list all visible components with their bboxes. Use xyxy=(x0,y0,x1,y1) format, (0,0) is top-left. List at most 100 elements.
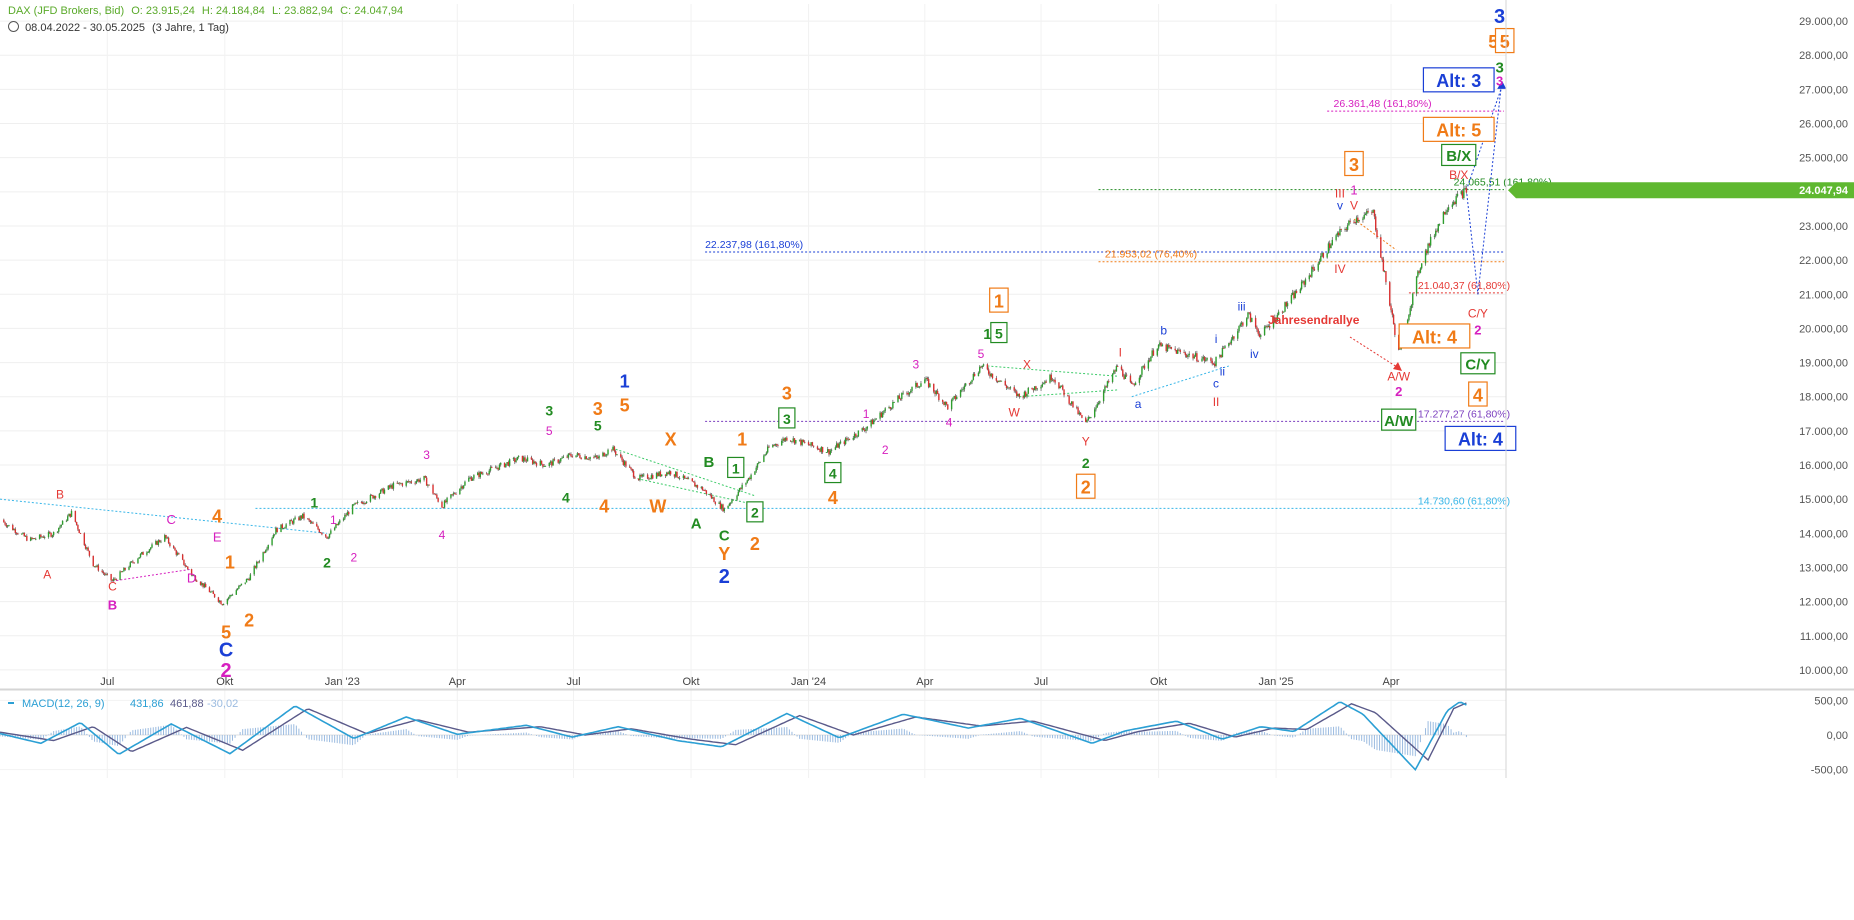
candle-body xyxy=(781,440,783,446)
candle-body xyxy=(795,440,797,444)
wave-label: 1 xyxy=(732,460,740,476)
candle-body xyxy=(566,456,568,458)
candle-body xyxy=(236,588,239,591)
wave-label: A xyxy=(43,568,51,582)
candle-body xyxy=(187,566,189,570)
candle-body xyxy=(133,562,135,564)
candle-body xyxy=(101,570,103,573)
wave-label: 2 xyxy=(221,660,232,682)
trend-line xyxy=(0,498,328,534)
candle-body xyxy=(830,449,833,451)
candle-body xyxy=(837,443,839,448)
candle-body xyxy=(4,522,6,525)
chart-range[interactable]: 08.04.2022 - 30.05.2025 (3 Jahre, 1 Tag) xyxy=(8,21,229,34)
candle-body xyxy=(754,471,756,475)
wave-label: iii xyxy=(1238,299,1246,313)
candle-body xyxy=(15,532,18,534)
candle-body xyxy=(1230,339,1233,344)
x-tick-label: Jul xyxy=(100,676,114,688)
candle-body xyxy=(321,532,323,535)
candle-body xyxy=(1275,319,1277,323)
candle-body xyxy=(1058,382,1060,389)
candle-body xyxy=(749,477,751,479)
candle-body xyxy=(166,537,169,539)
candle-body xyxy=(925,377,927,380)
candle-body xyxy=(58,527,60,532)
candle-body xyxy=(987,369,990,374)
candle-body xyxy=(185,566,188,567)
annotation-arrow xyxy=(1349,336,1398,368)
candle-body xyxy=(374,496,377,498)
candle-body xyxy=(364,502,367,504)
candle-body xyxy=(1085,417,1087,423)
macd-signal-line xyxy=(0,702,1467,762)
candle-body xyxy=(516,456,519,461)
wave-label-box xyxy=(1460,352,1496,375)
candle-body xyxy=(291,521,294,524)
candle-body xyxy=(416,479,419,482)
candle-body xyxy=(1355,217,1358,223)
candle-body xyxy=(1331,239,1333,246)
wave-label: 3 xyxy=(913,357,920,371)
wave-label: 2 xyxy=(719,566,730,588)
candle-body xyxy=(284,527,286,529)
wave-label-box xyxy=(1441,143,1477,167)
candle-body xyxy=(1300,281,1303,290)
wave-label: a xyxy=(1135,397,1142,411)
candle-body xyxy=(308,519,310,521)
wave-label: ii xyxy=(1220,364,1225,378)
candle-body xyxy=(614,451,617,455)
candle-body xyxy=(1049,374,1051,383)
candle-body xyxy=(276,527,278,533)
candle-body xyxy=(540,460,543,464)
candle-body xyxy=(756,463,759,468)
candle-body xyxy=(548,462,550,467)
candle-body xyxy=(1070,401,1073,405)
candle-body xyxy=(410,481,413,483)
candle-body xyxy=(70,510,73,517)
candle-body xyxy=(1337,232,1340,236)
candle-body xyxy=(1214,363,1216,366)
candle-body xyxy=(414,482,416,484)
candle-body xyxy=(616,454,618,456)
candle-body xyxy=(701,486,704,491)
candle-body xyxy=(1170,346,1173,349)
candle-body xyxy=(890,408,893,409)
candle-body xyxy=(124,567,126,570)
candle-body xyxy=(873,420,875,425)
candle-body xyxy=(360,501,363,503)
x-tick-label: Jan '23 xyxy=(325,676,360,688)
candle-body xyxy=(496,467,498,469)
candle-body xyxy=(597,457,599,459)
candle-body xyxy=(1335,235,1337,240)
candle-body xyxy=(1040,386,1042,389)
candle-body xyxy=(980,366,982,368)
candle-body xyxy=(165,535,167,539)
candle-body xyxy=(888,407,890,409)
candle-body xyxy=(1294,290,1296,299)
candle-body xyxy=(105,573,107,575)
candle-body xyxy=(1223,347,1225,349)
candle-body xyxy=(451,494,453,496)
candle-body xyxy=(1159,342,1161,345)
candle-body xyxy=(673,474,676,477)
candle-body xyxy=(897,395,899,402)
candle-body xyxy=(1035,386,1037,390)
candle-body xyxy=(454,493,456,494)
candle-body xyxy=(95,566,97,568)
candle-body xyxy=(21,533,23,535)
candle-body xyxy=(1257,329,1259,334)
candle-body xyxy=(482,473,484,475)
candle-body xyxy=(1102,391,1105,402)
candle-body xyxy=(201,583,203,585)
candle-body xyxy=(75,521,78,525)
candle-body xyxy=(1303,281,1305,285)
x-tick-label: Okt xyxy=(216,676,233,688)
candle-body xyxy=(1093,409,1096,417)
candle-body xyxy=(293,519,295,524)
candle-body xyxy=(226,598,229,605)
candle-body xyxy=(419,479,421,482)
candle-body xyxy=(558,461,561,463)
candle-body xyxy=(1456,193,1459,197)
